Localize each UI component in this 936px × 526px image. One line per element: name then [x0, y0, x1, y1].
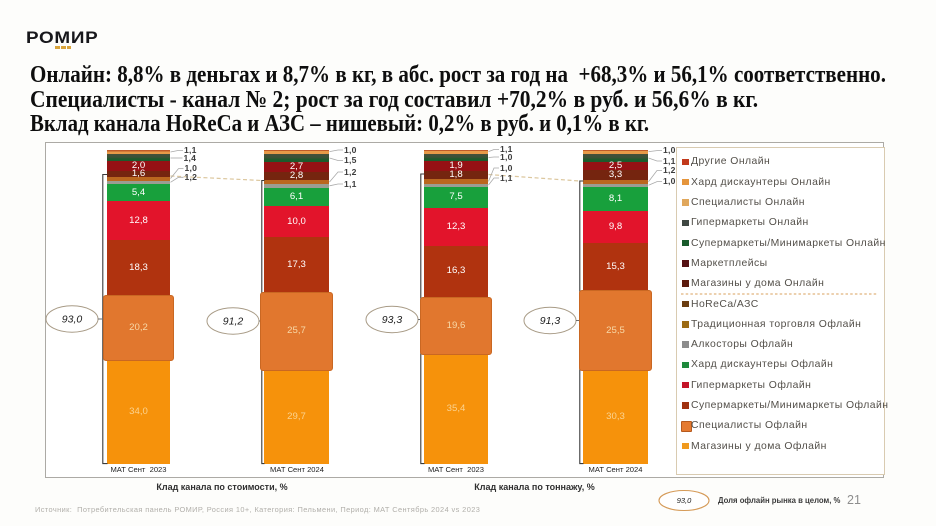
svg-text:91,2: 91,2 — [223, 316, 244, 328]
svg-text:93,0: 93,0 — [62, 314, 83, 326]
svg-text:93,3: 93,3 — [382, 314, 403, 326]
svg-text:93,0: 93,0 — [677, 496, 692, 505]
svg-text:91,3: 91,3 — [540, 315, 561, 327]
